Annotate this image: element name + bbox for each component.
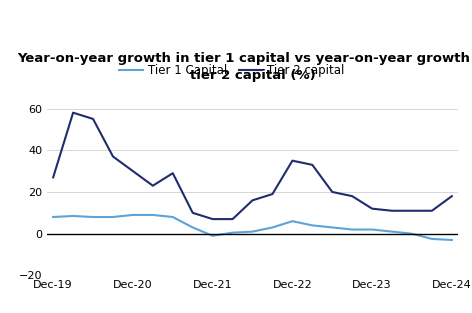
Tier 2 capital — [389, 209, 395, 213]
Tier 2 capital — [130, 169, 136, 173]
Tier 2 capital — [329, 190, 335, 194]
Tier 2 capital — [409, 209, 415, 213]
Tier 1 Capital — [389, 230, 395, 233]
Tier 2 capital — [150, 184, 156, 187]
Line: Tier 2 capital: Tier 2 capital — [53, 113, 452, 219]
Tier 2 capital — [429, 209, 435, 213]
Tier 1 Capital — [250, 230, 255, 233]
Tier 2 capital — [90, 117, 96, 121]
Tier 1 Capital — [190, 226, 195, 229]
Title: Year-on-year growth in tier 1 capital vs year-on-year growth in
tier 2 capital (: Year-on-year growth in tier 1 capital vs… — [17, 52, 472, 82]
Tier 2 capital — [51, 176, 56, 179]
Tier 1 Capital — [409, 232, 415, 236]
Tier 1 Capital — [449, 238, 455, 242]
Tier 2 capital — [190, 211, 195, 215]
Tier 1 Capital — [170, 215, 176, 219]
Tier 2 capital — [110, 155, 116, 158]
Tier 2 capital — [250, 198, 255, 202]
Tier 1 Capital — [51, 215, 56, 219]
Legend: Tier 1 Capital, Tier 2 capital: Tier 1 Capital, Tier 2 capital — [115, 60, 349, 82]
Tier 2 capital — [230, 217, 236, 221]
Tier 2 capital — [210, 217, 216, 221]
Tier 1 Capital — [369, 228, 375, 231]
Line: Tier 1 Capital: Tier 1 Capital — [53, 215, 452, 240]
Tier 1 Capital — [429, 237, 435, 241]
Tier 2 capital — [70, 111, 76, 115]
Tier 2 capital — [310, 163, 315, 167]
Tier 1 Capital — [310, 223, 315, 227]
Tier 1 Capital — [130, 213, 136, 217]
Tier 2 capital — [289, 159, 295, 162]
Tier 1 Capital — [70, 214, 76, 218]
Tier 1 Capital — [230, 231, 236, 234]
Tier 2 capital — [170, 171, 176, 175]
Tier 1 Capital — [150, 213, 156, 217]
Tier 1 Capital — [210, 234, 216, 238]
Tier 1 Capital — [329, 226, 335, 229]
Tier 1 Capital — [270, 226, 275, 229]
Tier 2 capital — [369, 207, 375, 211]
Tier 2 capital — [270, 192, 275, 196]
Tier 1 Capital — [110, 215, 116, 219]
Tier 2 capital — [449, 194, 455, 198]
Tier 1 Capital — [90, 215, 96, 219]
Tier 2 capital — [349, 194, 355, 198]
Tier 1 Capital — [289, 219, 295, 223]
Tier 1 Capital — [349, 228, 355, 231]
